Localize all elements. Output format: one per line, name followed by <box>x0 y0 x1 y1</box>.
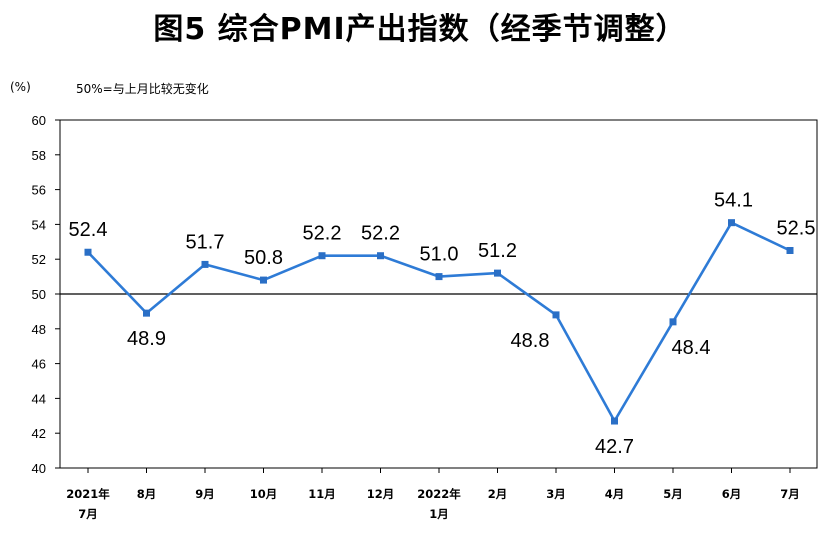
data-point-marker <box>611 417 618 425</box>
data-point-marker <box>318 252 326 260</box>
y-tick-label: 46 <box>32 357 46 372</box>
x-tick-label: 2月 <box>488 487 508 501</box>
x-tick-label: 2021年 7月 <box>66 487 110 521</box>
y-tick-label: 58 <box>32 148 46 163</box>
data-label: 51.0 <box>420 244 459 266</box>
y-tick-label: 42 <box>32 426 46 441</box>
y-tick-label: 54 <box>32 217 46 232</box>
chart-title: 图5 综合PMI产出指数（经季节调整） <box>153 12 687 47</box>
data-point-marker <box>728 219 735 227</box>
y-tick-label: 40 <box>32 461 46 476</box>
x-tick-label: 6月 <box>722 487 742 501</box>
y-tick-label: 60 <box>32 113 46 128</box>
data-point-marker <box>201 260 209 268</box>
x-tick-label: 5月 <box>663 487 683 501</box>
chart-annotation: 50%=与上月比较无变化 <box>76 82 209 96</box>
x-tick-label: 10月 <box>250 487 278 501</box>
data-label: 54.1 <box>714 190 753 212</box>
data-point-marker <box>143 309 150 317</box>
data-label: 51.7 <box>186 231 225 253</box>
x-tick-label: 8月 <box>137 487 157 501</box>
data-point-marker <box>84 248 92 256</box>
data-label: 52.4 <box>69 219 108 241</box>
y-tick-label: 52 <box>32 252 46 267</box>
x-tick-label: 7月 <box>780 487 800 501</box>
y-tick-label: 56 <box>32 183 46 198</box>
data-label: 48.4 <box>672 337 711 359</box>
data-point-marker <box>786 247 794 254</box>
data-point-marker <box>669 318 677 326</box>
data-label: 50.8 <box>244 247 283 269</box>
x-tick-label: 9月 <box>195 487 215 501</box>
data-point-marker <box>552 311 560 319</box>
data-label: 51.2 <box>478 240 517 262</box>
data-point-marker <box>435 273 443 281</box>
data-label: 52.5 <box>777 218 816 240</box>
data-label: 48.8 <box>511 330 550 352</box>
x-tick-label: 12月 <box>367 487 395 501</box>
x-tick-label: 4月 <box>605 487 625 501</box>
data-label: 48.9 <box>127 328 166 350</box>
data-label: 52.2 <box>361 223 400 245</box>
data-label: 52.2 <box>303 223 342 245</box>
y-tick-label: 44 <box>32 391 46 406</box>
y-tick-label: 50 <box>32 287 46 302</box>
data-point-marker <box>494 269 501 277</box>
y-axis-unit-label: (%) <box>10 80 31 94</box>
x-tick-label: 11月 <box>308 487 336 501</box>
x-tick-label: 2022年 1月 <box>417 487 461 521</box>
data-point-marker <box>260 276 267 284</box>
data-point-marker <box>377 252 384 260</box>
x-tick-label: 3月 <box>546 487 566 501</box>
y-tick-label: 48 <box>32 322 46 337</box>
data-label: 42.7 <box>595 436 634 458</box>
